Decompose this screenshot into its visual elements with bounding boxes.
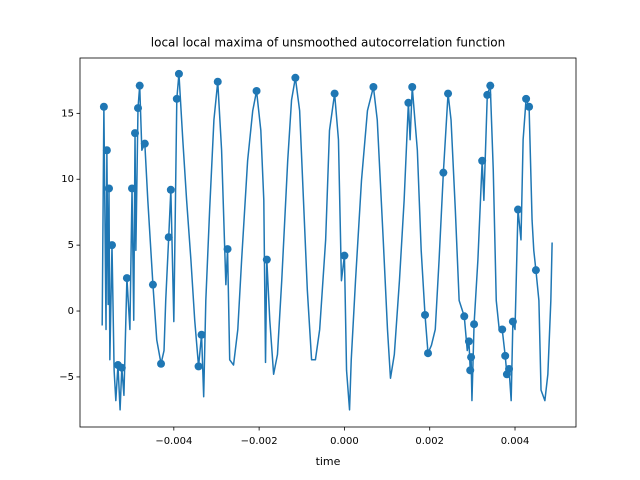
data-point <box>99 102 108 111</box>
data-point <box>252 86 261 95</box>
y-tick-label: 5 <box>68 240 74 251</box>
data-point <box>102 146 111 155</box>
data-point <box>483 90 492 99</box>
data-point <box>197 330 206 339</box>
data-point <box>340 251 349 260</box>
data-point <box>213 77 222 86</box>
data-point <box>464 337 473 346</box>
data-point <box>172 94 181 103</box>
x-tick-label: −0.002 <box>241 436 278 447</box>
data-point <box>148 280 157 289</box>
data-point <box>174 69 183 78</box>
data-point <box>404 98 413 107</box>
data-point <box>105 184 114 193</box>
data-point <box>134 104 143 113</box>
data-point <box>498 325 507 334</box>
x-axis-label: time <box>316 455 341 468</box>
data-point <box>460 312 469 321</box>
data-point <box>505 365 514 374</box>
x-tick-label: 0.004 <box>501 436 530 447</box>
data-point <box>466 366 475 375</box>
data-point <box>135 81 144 90</box>
data-line <box>101 73 553 411</box>
data-point <box>131 129 140 138</box>
data-point <box>486 81 495 90</box>
data-point <box>330 89 339 98</box>
data-point <box>291 73 300 82</box>
data-point <box>262 255 271 264</box>
data-point <box>157 359 166 368</box>
data-point <box>508 317 517 326</box>
data-point <box>223 245 232 254</box>
x-tick-label: 0.000 <box>330 436 359 447</box>
data-point <box>467 353 476 362</box>
data-point <box>408 82 417 91</box>
data-point <box>525 102 534 111</box>
data-point <box>501 351 510 360</box>
data-point <box>421 310 430 319</box>
chart-title: local local maxima of unsmoothed autocor… <box>151 36 505 50</box>
data-point <box>531 266 540 275</box>
data-point <box>470 320 479 329</box>
data-point <box>439 168 448 177</box>
data-point <box>478 156 487 165</box>
x-tick-label: 0.002 <box>415 436 444 447</box>
data-point <box>522 94 531 103</box>
data-point <box>128 184 137 193</box>
data-point <box>194 362 203 371</box>
data-point <box>166 185 175 194</box>
y-tick-label: 10 <box>61 174 74 185</box>
x-tick-label: −0.004 <box>155 436 192 447</box>
data-point <box>164 233 173 242</box>
y-tick-label: 0 <box>68 306 74 317</box>
data-point <box>140 139 149 148</box>
data-point <box>369 82 378 91</box>
data-point <box>424 349 433 358</box>
plot-frame <box>79 57 577 428</box>
data-point <box>107 241 116 250</box>
data-point <box>117 363 126 372</box>
data-point <box>122 274 131 283</box>
y-tick-label: 15 <box>61 108 74 119</box>
data-point <box>513 205 522 214</box>
y-tick-label: −5 <box>59 372 74 383</box>
data-point <box>444 89 453 98</box>
